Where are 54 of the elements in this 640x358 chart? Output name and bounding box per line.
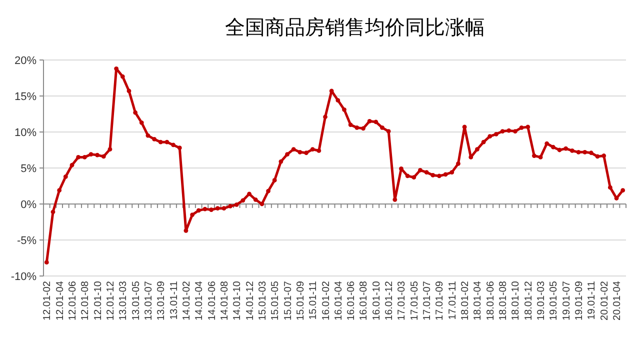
x-tick-label: 19.01-03 [536,280,548,320]
x-tick-label: 14.01-04 [194,280,206,320]
x-tick-label: 20.01-02 [599,280,610,320]
x-tick-label: 20.01-04 [612,280,624,320]
x-tick-label: 18.01-08 [498,280,510,320]
x-tick-label: 12.01-06 [67,280,78,320]
x-tick-label: 16.01-02 [320,280,332,320]
x-tick-label: 18.01-10 [510,280,522,320]
x-tick-label: 12.01-04 [54,280,66,320]
x-tick-label: 15.01-05 [270,280,282,320]
x-tick-label: 15.01-11 [308,280,320,320]
x-tick-label: 16.01-06 [346,280,358,320]
x-tick-label: 19.01-11 [586,280,598,320]
x-tick-label: 17.01-09 [434,280,446,320]
x-tick-label: 19.01-07 [561,280,572,320]
x-tick-label: 18.01-12 [523,280,534,320]
x-tick-label: 12.01-08 [80,280,92,320]
y-tick-label: -10% [10,271,37,283]
x-tick-label: 14.01-12 [244,280,256,320]
x-tick-label: 15.01-09 [295,280,306,320]
y-tick-label: 10% [14,127,37,139]
x-tick-label: 12.01-02 [42,280,54,320]
x-tick-label: 13.01-07 [143,280,154,320]
x-tick-label: 13.01-11 [168,280,180,320]
x-tick-label: 14.01-08 [219,280,230,320]
x-tick-label: 16.01-12 [384,280,396,320]
x-tick-label: 17.01-03 [396,280,408,320]
x-tick-label: 18.01-02 [460,280,472,320]
x-tick-label: 19.01-09 [574,280,586,320]
x-tick-label: 16.01-04 [333,280,344,320]
x-tick-label: 17.01-11 [447,280,458,320]
y-tick-label: 15% [14,91,37,103]
x-tick-label: 13.01-03 [118,280,130,320]
y-tick-label: 5% [20,163,37,175]
x-tick-label: 12.01-12 [105,280,116,320]
x-tick-label: 13.01-05 [130,280,142,320]
x-tick-label: 15.01-07 [282,280,294,320]
x-tick-label: 18.01-06 [485,280,496,320]
x-tick-label: 13.01-09 [156,280,168,320]
y-tick-label: 0% [20,199,37,211]
x-tick-label: 14.01-10 [232,280,244,320]
x-tick-label: 16.01-08 [358,280,370,320]
x-tick-label: 14.01-06 [206,280,218,320]
y-tick-label: -5% [16,235,37,247]
y-tick-label: 20% [14,55,37,67]
x-tick-label: 19.01-05 [548,280,560,320]
x-tick-label: 15.01-03 [257,280,268,320]
x-tick-label: 12.01-10 [92,280,104,320]
x-tick-label: 17.01-07 [422,280,434,320]
chart-title: 全国商品房销售均价同比涨幅 [224,17,485,39]
x-tick-label: 16.01-10 [371,280,382,320]
x-tick-label: 14.01-02 [181,280,192,320]
x-tick-label: 17.01-05 [409,280,420,320]
x-tick-label: 18.01-04 [472,280,484,320]
